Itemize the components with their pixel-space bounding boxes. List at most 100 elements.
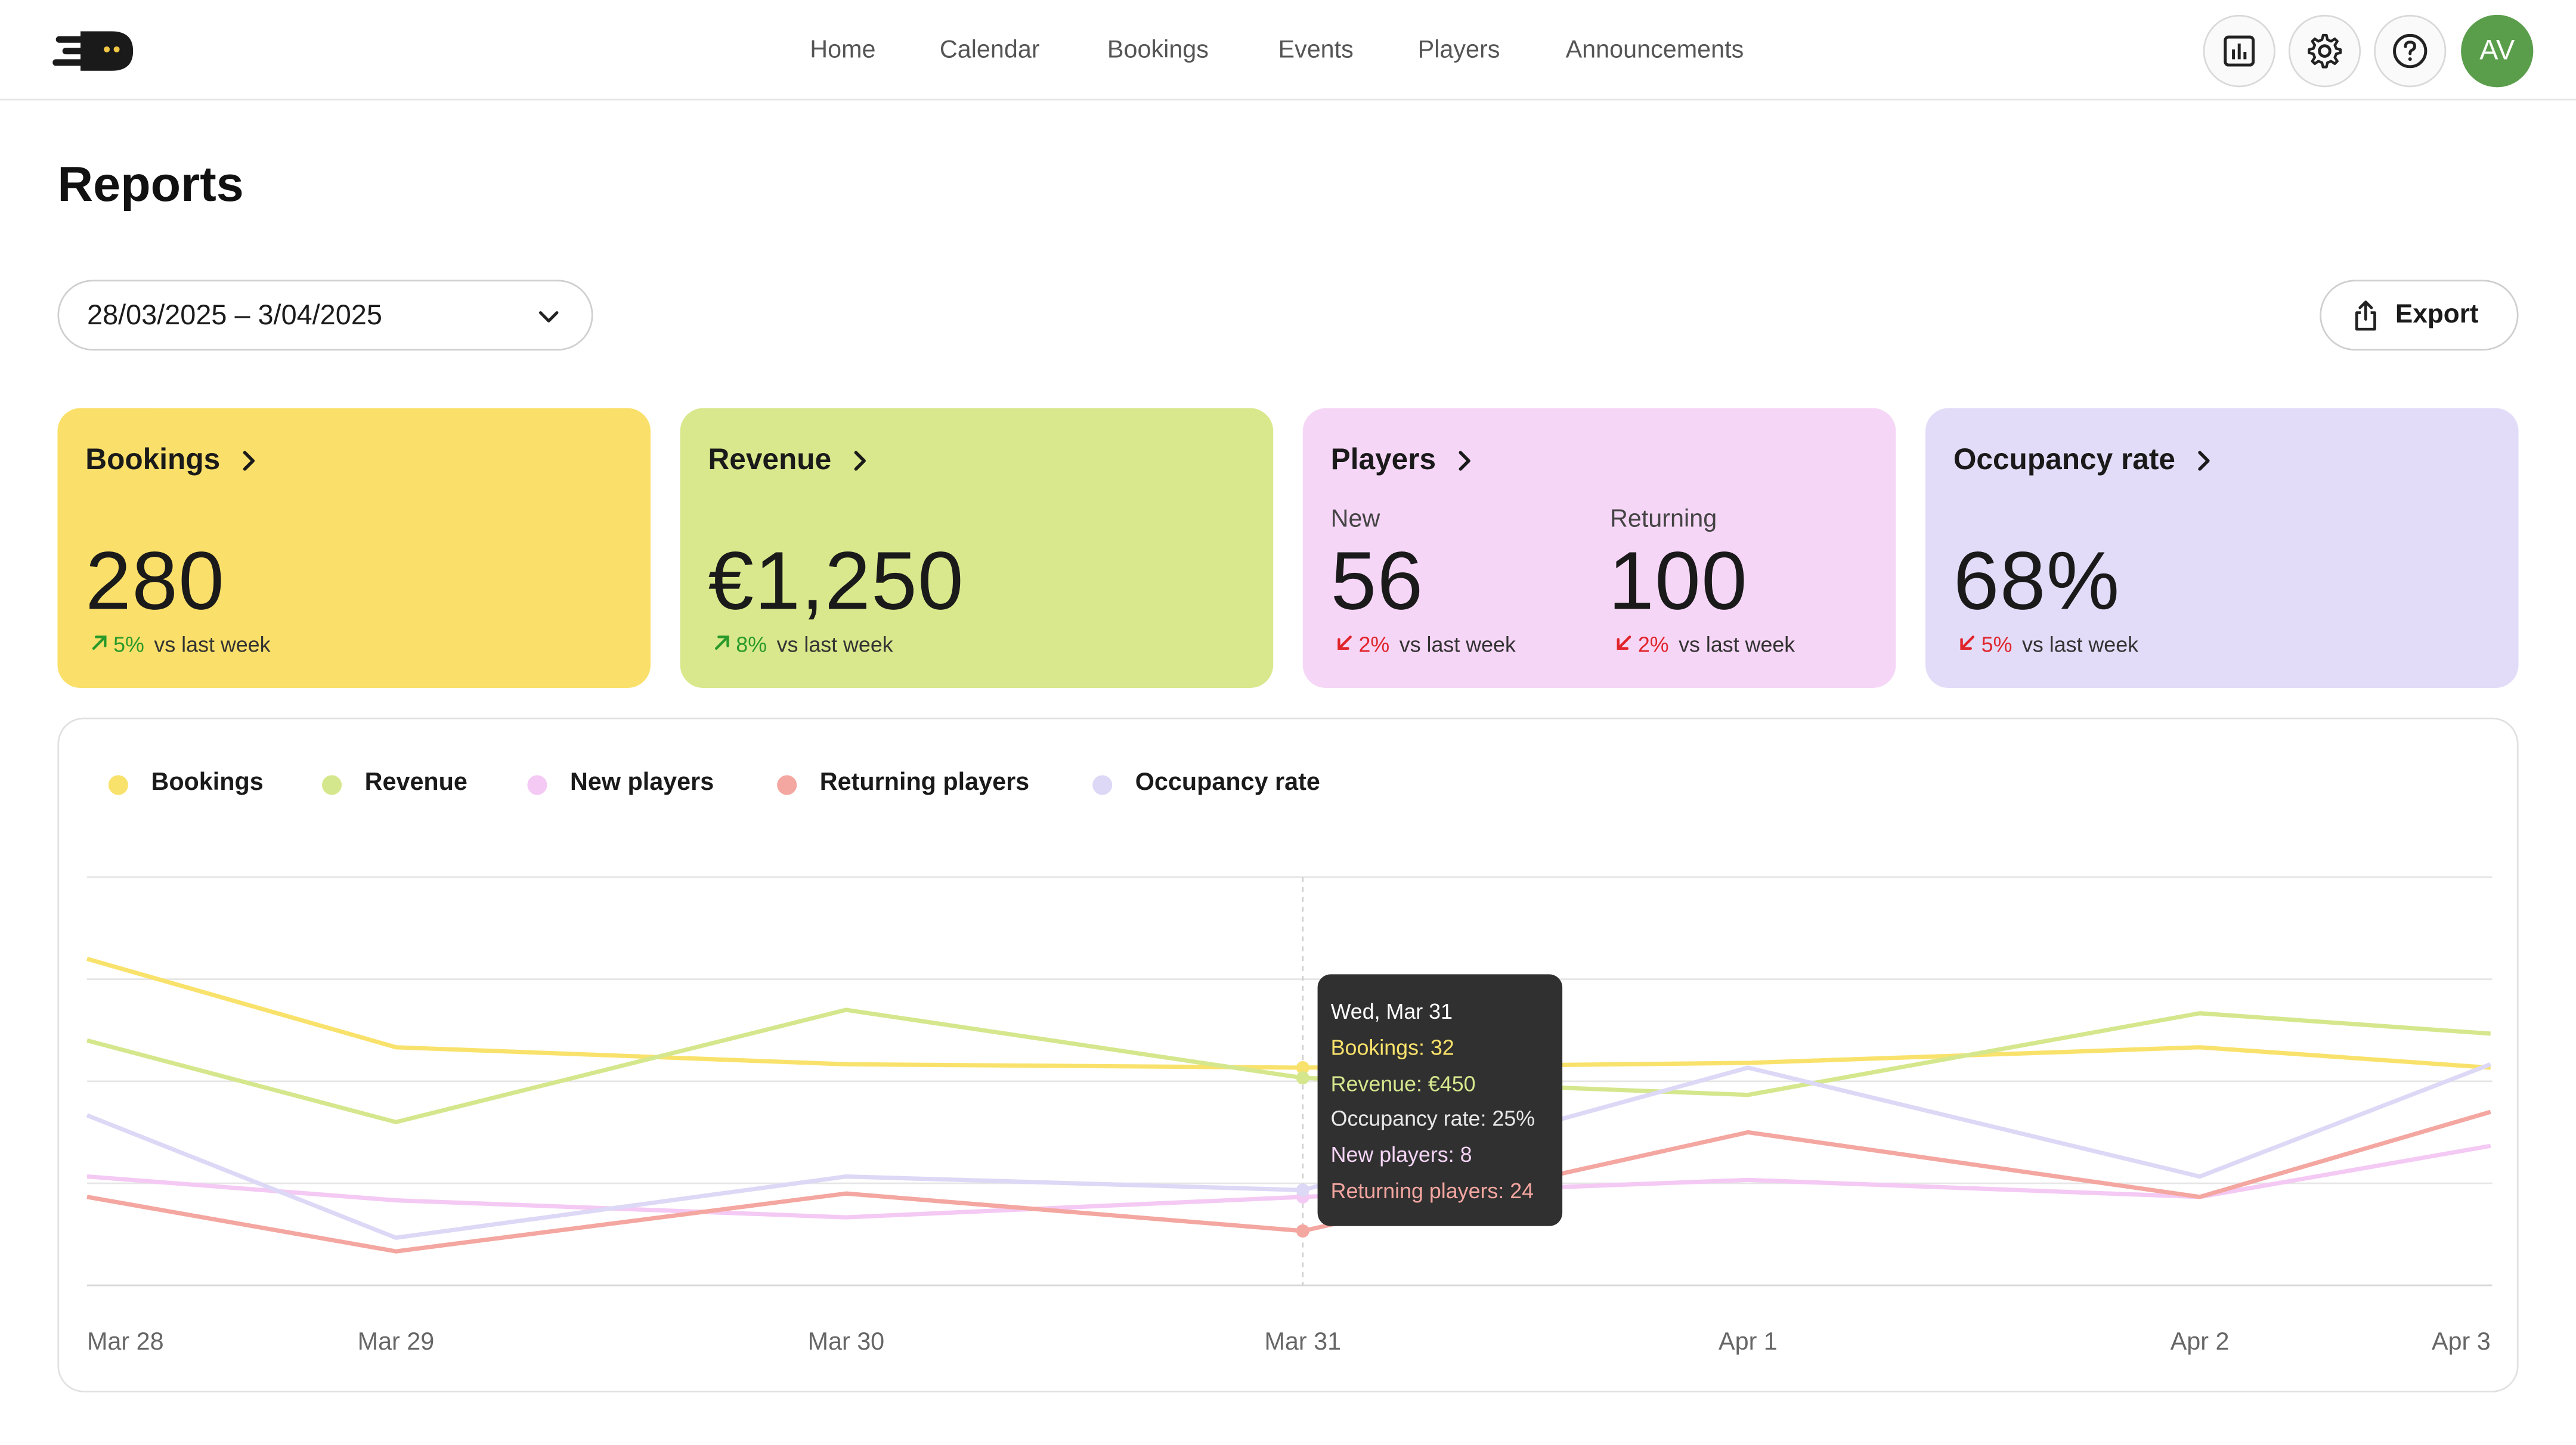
legend-returning-players-label: Returning players <box>819 768 1030 797</box>
x-tick-label: Mar 30 <box>808 1328 885 1355</box>
bookings-delta-suffix: vs last week <box>154 632 271 657</box>
returning-players-label: Returning <box>1609 505 1717 534</box>
returning-players-delta: 2% vs last week <box>1615 632 1795 657</box>
bookings-value: 280 <box>85 535 225 627</box>
occupancy-card-title[interactable]: Occupancy rate <box>1953 443 2215 477</box>
legend-new-players[interactable]: New players <box>527 768 714 796</box>
legend-occupancy-rate[interactable]: Occupancy rate <box>1092 768 1320 796</box>
tooltip-line-returning-players: Returning players: 24 <box>1330 1178 1534 1204</box>
highlight-point-occupancy-rate[interactable] <box>1296 1183 1309 1197</box>
revenue-card[interactable]: Revenue €1,250 8% vs last week <box>680 408 1274 689</box>
new-players-delta-percent: 2% <box>1358 632 1390 657</box>
date-range-value: 28/03/2025 – 3/04/2025 <box>87 299 382 331</box>
legend-returning-players[interactable]: Returning players <box>777 768 1029 796</box>
tooltip-line-revenue: Revenue: €450 <box>1330 1071 1476 1096</box>
x-tick-label: Apr 3 <box>2432 1328 2491 1355</box>
new-players-delta: 2% vs last week <box>1336 632 1516 657</box>
series-line-bookings[interactable] <box>86 956 2491 1070</box>
x-tick-label: Mar 31 <box>1264 1328 1341 1355</box>
chevron-down-icon <box>538 311 559 323</box>
trend-chart-card: Bookings Revenue New players Returning p… <box>57 717 2520 1394</box>
chevron-right-icon <box>854 451 866 472</box>
tooltip-line-new-players: New players: 8 <box>1330 1142 1472 1167</box>
revenue-delta-percent: 8% <box>736 632 767 657</box>
series-line-new-players[interactable] <box>86 1143 2491 1220</box>
arrow-down-left-icon <box>1617 635 1631 650</box>
top-navigation-bar: Home Calendar Bookings Events Players An… <box>0 0 2576 101</box>
players-card-title[interactable]: Players <box>1331 443 1476 477</box>
occupancy-delta-percent: 5% <box>1981 632 2012 657</box>
new-players-label: New <box>1330 505 1380 534</box>
help-button[interactable] <box>2374 14 2447 88</box>
legend-bookings-label: Bookings <box>151 768 264 797</box>
chevron-right-icon <box>243 451 255 472</box>
app-logo-icon[interactable] <box>52 26 135 76</box>
legend-new-players-label: New players <box>570 768 714 797</box>
series-line-occupancy-rate[interactable] <box>86 1062 2492 1240</box>
returning-players-delta-suffix: vs last week <box>1679 632 1795 657</box>
highlight-point-returning-players[interactable] <box>1296 1224 1309 1238</box>
date-range-select[interactable]: 28/03/2025 – 3/04/2025 <box>57 280 593 351</box>
arrow-up-right-icon <box>92 635 107 650</box>
revenue-delta: 8% vs last week <box>713 632 893 657</box>
occupancy-delta: 5% vs last week <box>1958 632 2139 657</box>
legend-bookings[interactable]: Bookings <box>108 768 264 797</box>
share-upload-icon <box>2355 300 2376 331</box>
arrow-up-right-icon <box>715 635 729 650</box>
legend-revenue-dot <box>321 775 342 795</box>
highlight-point-bookings[interactable] <box>1296 1061 1309 1075</box>
occupancy-card-title-label: Occupancy rate <box>1953 442 2175 476</box>
bar-chart-icon <box>2224 35 2255 67</box>
line-chart[interactable]: Mar 28 Mar 29 Mar 30 Mar 31 Apr 1 Apr 2 Apr 3 <box>59 719 2520 1394</box>
nav-announcements[interactable]: Announcements <box>1565 36 1744 64</box>
arrow-down-left-icon <box>1960 635 1975 650</box>
chevron-right-icon <box>2198 451 2210 472</box>
x-tick-label: Apr 2 <box>2171 1328 2230 1355</box>
legend-revenue[interactable]: Revenue <box>321 768 467 797</box>
export-button[interactable]: Export <box>2320 280 2519 351</box>
chevron-right-icon <box>1459 451 1470 472</box>
players-card[interactable]: Players New Returning 56 100 2% vs last w… <box>1302 408 1896 689</box>
legend-occupancy-rate-label: Occupancy rate <box>1135 768 1320 797</box>
legend-revenue-label: Revenue <box>364 768 467 797</box>
occupancy-card[interactable]: Occupancy rate 68% 5% vs last week <box>1925 408 2519 689</box>
revenue-delta-suffix: vs last week <box>776 632 893 657</box>
players-card-title-label: Players <box>1330 442 1436 476</box>
arrow-down-left-icon <box>1337 635 1352 650</box>
occupancy-delta-suffix: vs last week <box>2021 632 2139 657</box>
bookings-card[interactable]: Bookings 280 5% vs last week <box>57 408 651 689</box>
nav-players[interactable]: Players <box>1417 36 1500 64</box>
highlight-point-revenue[interactable] <box>1296 1071 1309 1085</box>
x-tick-label: Apr 1 <box>1719 1328 1778 1355</box>
export-label: Export <box>2395 301 2479 330</box>
reports-button[interactable] <box>2203 14 2275 88</box>
nav-home[interactable]: Home <box>810 36 876 64</box>
revenue-card-title-label: Revenue <box>708 442 832 476</box>
occupancy-value: 68% <box>1953 535 2120 627</box>
nav-events[interactable]: Events <box>1278 36 1354 64</box>
bookings-card-title[interactable]: Bookings <box>85 443 259 477</box>
nav-calendar[interactable]: Calendar <box>939 36 1040 64</box>
revenue-value: €1,250 <box>708 535 965 627</box>
bookings-delta-percent: 5% <box>113 632 144 657</box>
help-circle-icon <box>2393 33 2428 69</box>
returning-players-delta-percent: 2% <box>1637 632 1669 657</box>
new-players-value: 56 <box>1330 535 1424 627</box>
x-tick-label: Mar 29 <box>358 1328 435 1355</box>
legend-occupancy-rate-dot <box>1092 775 1113 795</box>
nav-bookings[interactable]: Bookings <box>1107 36 1209 64</box>
x-tick-label: Mar 28 <box>87 1328 164 1355</box>
page-title: Reports <box>57 158 244 213</box>
tooltip-line-bookings: Bookings: 32 <box>1330 1034 1454 1060</box>
user-avatar[interactable]: AV <box>2461 14 2534 88</box>
bookings-card-title-label: Bookings <box>85 442 221 476</box>
returning-players-value: 100 <box>1608 535 1748 627</box>
chart-tooltip: Wed, Mar 31 Bookings: 32 Revenue: €450 O… <box>1317 974 1563 1226</box>
tooltip-line-occupancy: Occupancy rate: 25% <box>1330 1106 1535 1131</box>
settings-button[interactable] <box>2288 14 2361 88</box>
revenue-card-title[interactable]: Revenue <box>708 443 871 477</box>
tooltip-title: Wed, Mar 31 <box>1330 999 1453 1024</box>
new-players-delta-suffix: vs last week <box>1399 632 1516 657</box>
main-nav: Home Calendar Bookings Events Players An… <box>0 0 2576 100</box>
